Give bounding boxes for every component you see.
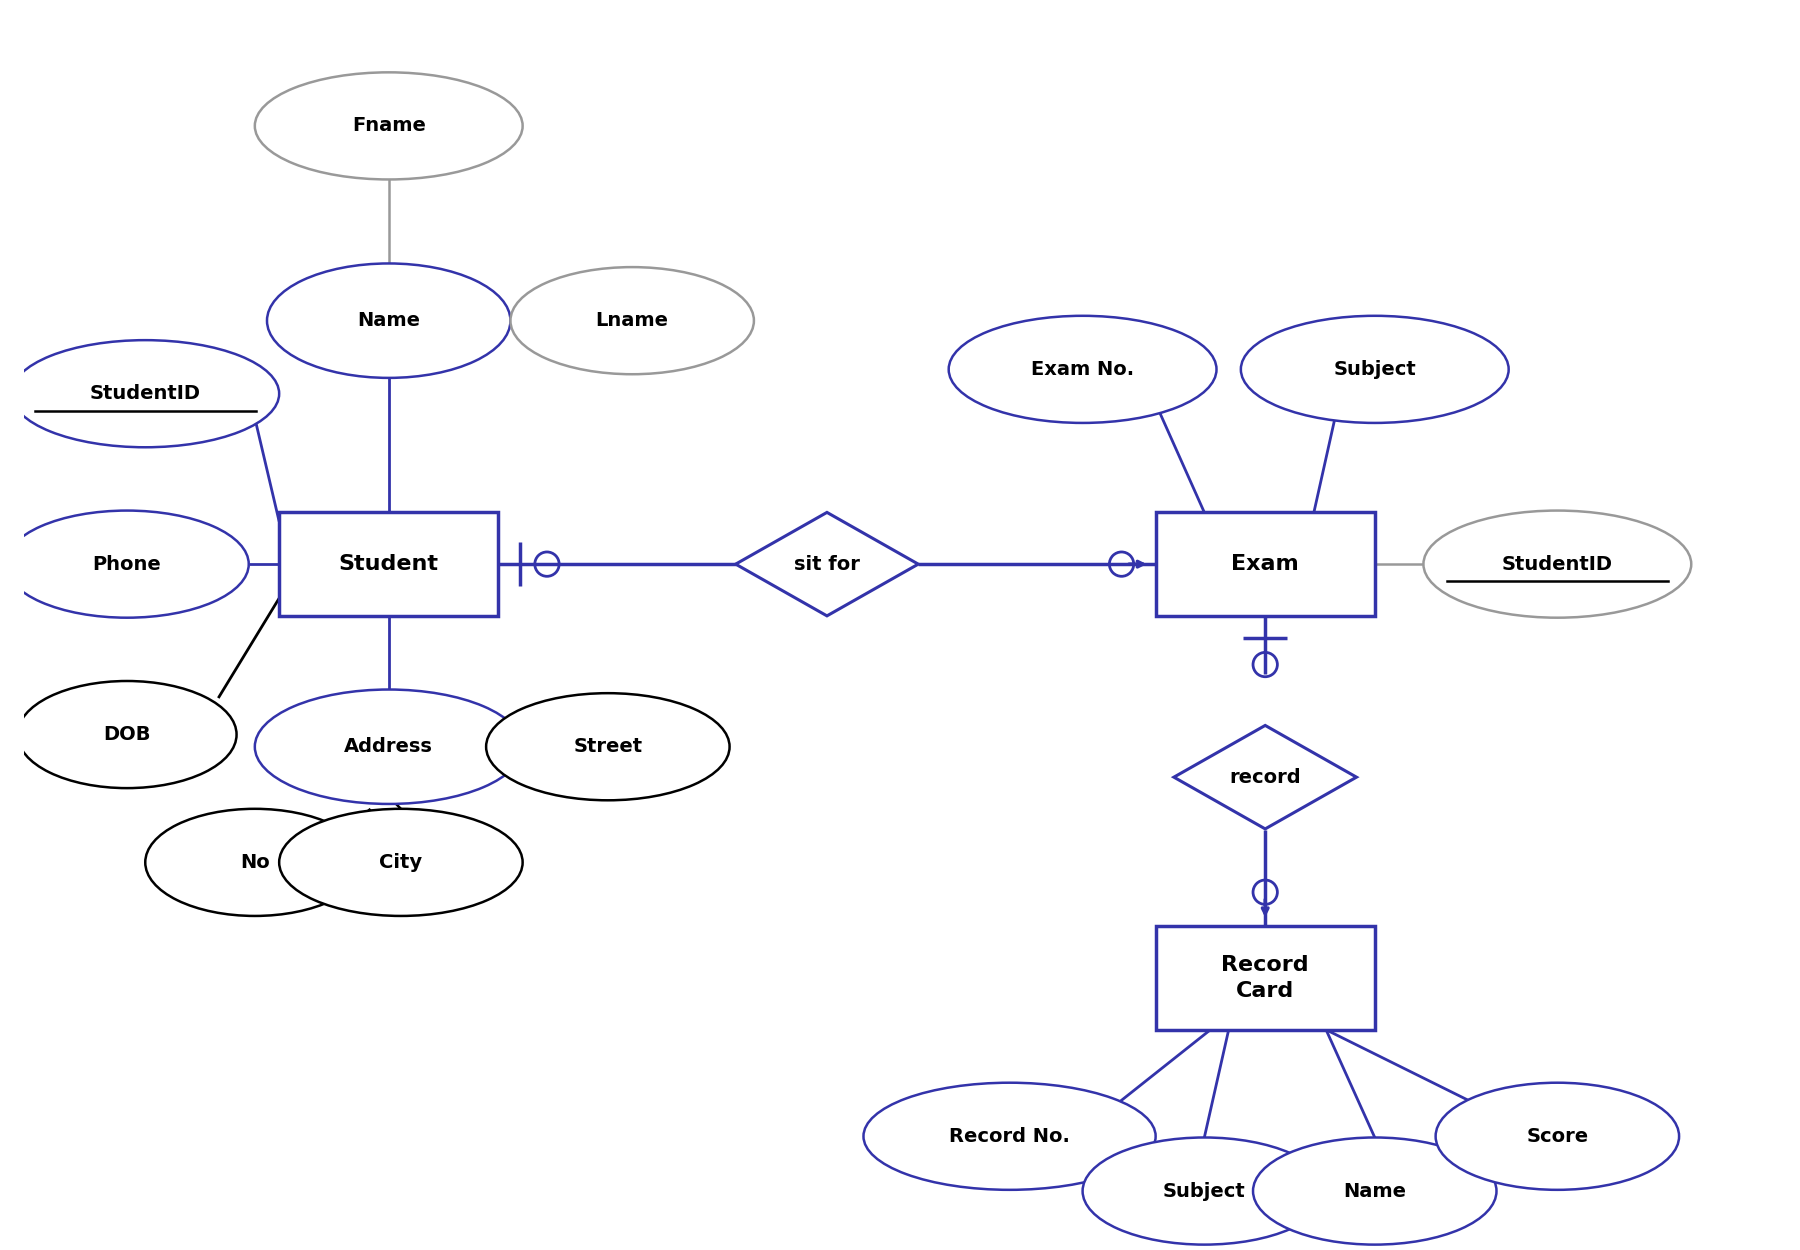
Ellipse shape: [5, 510, 248, 618]
Text: DOB: DOB: [103, 725, 151, 744]
Ellipse shape: [486, 694, 729, 800]
Text: Fname: Fname: [351, 116, 425, 135]
Ellipse shape: [1253, 1138, 1496, 1245]
Ellipse shape: [511, 268, 754, 374]
Ellipse shape: [11, 340, 279, 447]
Ellipse shape: [1436, 1082, 1679, 1190]
Text: Street: Street: [572, 738, 643, 756]
Text: City: City: [380, 853, 423, 872]
Bar: [1156, 512, 1375, 616]
Ellipse shape: [256, 690, 522, 804]
Ellipse shape: [279, 809, 522, 916]
Text: Subject: Subject: [1163, 1181, 1246, 1200]
Text: Record No.: Record No.: [949, 1126, 1069, 1146]
Ellipse shape: [266, 264, 511, 378]
Text: Score: Score: [1526, 1126, 1588, 1146]
Text: Exam: Exam: [1231, 554, 1300, 574]
Text: StudentID: StudentID: [90, 384, 202, 404]
Text: record: record: [1229, 768, 1301, 786]
Text: Exam No.: Exam No.: [1031, 360, 1134, 379]
Ellipse shape: [949, 316, 1217, 422]
Ellipse shape: [18, 681, 236, 788]
Bar: [279, 512, 499, 616]
Ellipse shape: [1082, 1138, 1327, 1245]
Ellipse shape: [256, 72, 522, 180]
Text: Record
Card: Record Card: [1222, 955, 1309, 1001]
Text: Lname: Lname: [596, 311, 668, 330]
Text: StudentID: StudentID: [1501, 555, 1613, 574]
Text: Student: Student: [338, 554, 439, 574]
Ellipse shape: [1240, 316, 1508, 422]
Text: Phone: Phone: [92, 555, 162, 574]
Text: sit for: sit for: [794, 555, 860, 574]
Text: Name: Name: [1343, 1181, 1406, 1200]
Ellipse shape: [1424, 510, 1692, 618]
Bar: [1156, 926, 1375, 1030]
Text: Name: Name: [356, 311, 419, 330]
Text: No: No: [239, 853, 270, 872]
Polygon shape: [736, 512, 918, 616]
Ellipse shape: [146, 809, 364, 916]
Polygon shape: [1174, 725, 1357, 829]
Ellipse shape: [864, 1082, 1156, 1190]
Text: Subject: Subject: [1334, 360, 1417, 379]
Text: Address: Address: [344, 738, 434, 756]
